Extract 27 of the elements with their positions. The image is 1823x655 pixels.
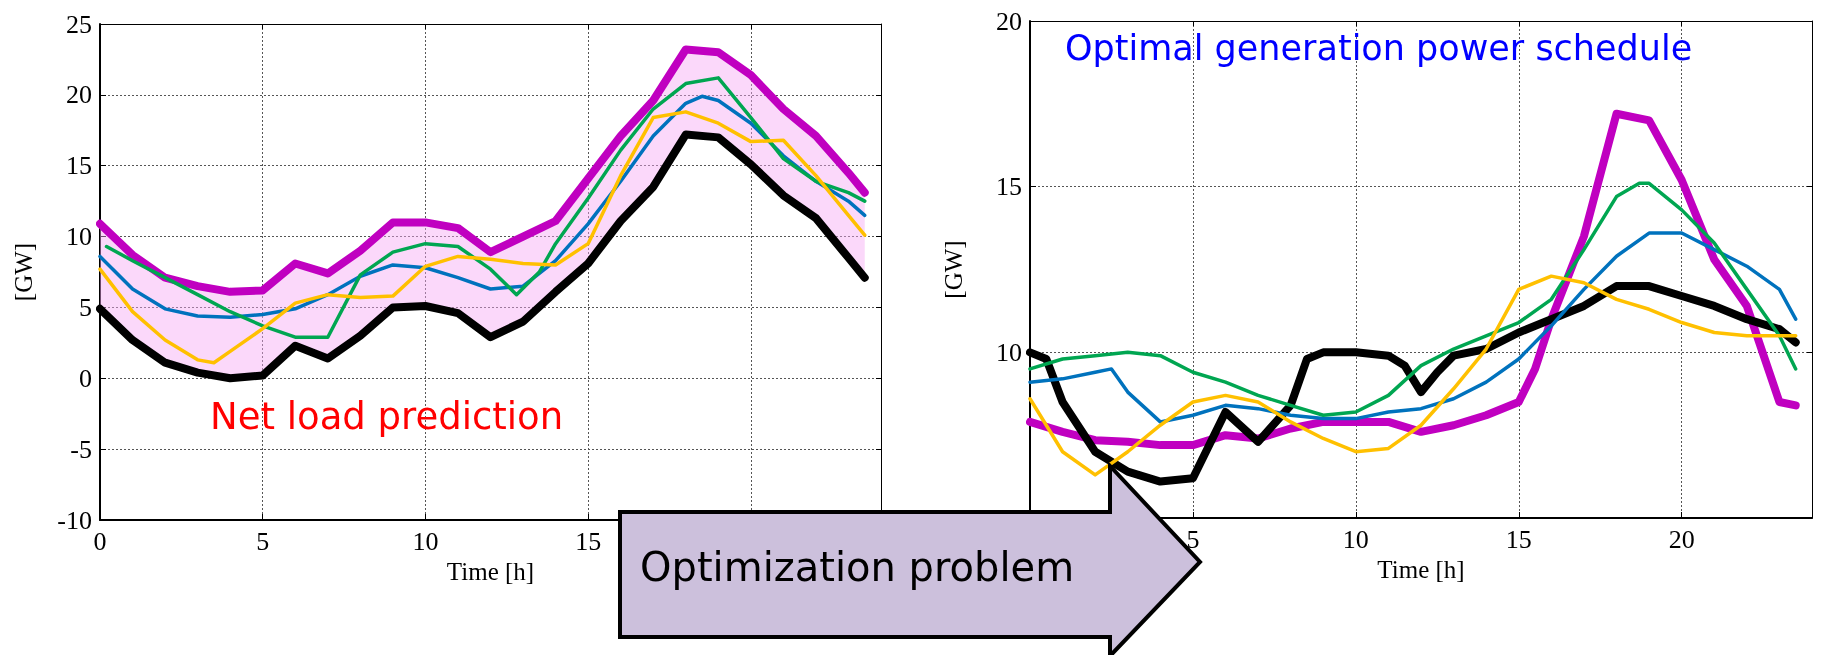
y-tick-label: 10 (996, 337, 1022, 367)
y-axis-title: [GW] (940, 240, 967, 299)
x-tick-label: 10 (412, 526, 439, 556)
y-tick-label: 20 (66, 80, 92, 110)
x-tick-label: 20 (1668, 524, 1695, 554)
y-tick-label: -5 (70, 434, 92, 464)
annotation: Net load prediction (210, 395, 564, 438)
y-tick-label: 5 (79, 292, 92, 322)
x-axis-title: Time [h] (1377, 555, 1465, 583)
x-tick-label: 10 (1342, 524, 1369, 554)
y-axis-title: [GW] (10, 242, 37, 302)
annotation: Optimal generation power schedule (1065, 28, 1693, 68)
text: Optimization problem (640, 544, 1075, 590)
y-tick-label: 15 (66, 151, 92, 181)
y-tick-label: 25 (66, 9, 92, 39)
x-tick-label: 5 (256, 526, 270, 556)
y-tick-label: 20 (996, 6, 1022, 36)
y-tick-label: 15 (996, 172, 1022, 202)
y-tick-label: 0 (79, 363, 92, 393)
y-tick-label: 10 (66, 222, 92, 252)
x-axis-title: Time [h] (446, 557, 535, 585)
y-tick-label: -10 (57, 505, 92, 535)
line-series (1028, 231, 1798, 424)
x-tick-label: 15 (1505, 524, 1532, 554)
x-tick-label: 5 (1186, 524, 1200, 554)
line-series (1028, 181, 1798, 418)
x-tick-label: 15 (575, 526, 602, 556)
